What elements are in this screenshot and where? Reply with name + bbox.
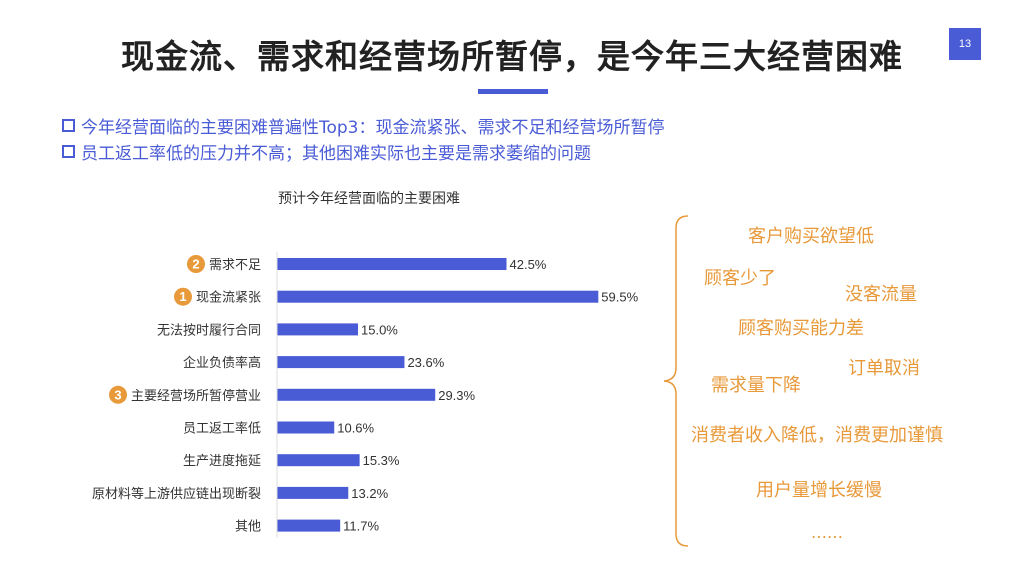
bullet-text: 员工返工率低的压力并不高；其他困难实际也主要是需求萎缩的问题 xyxy=(81,143,591,164)
category-label: 主要经营场所暂停营业 xyxy=(131,388,261,404)
chart-title: 预计今年经营面临的主要困难 xyxy=(278,191,460,207)
title-underline xyxy=(478,89,548,94)
word-cloud-item: 客户购买欲望低 xyxy=(748,226,874,247)
bar xyxy=(277,421,335,434)
category-label: 生产进度拖延 xyxy=(183,453,261,469)
category-label: 其他 xyxy=(235,520,261,535)
rank-badge-circle xyxy=(174,287,192,306)
rank-badge-circle xyxy=(109,385,127,404)
word-cloud-item: 消费者收入降低，消费更加谨慎 xyxy=(691,425,943,446)
bullet-text: 今年经营面临的主要困难普遍性Top3：现金流紧张、需求不足和经营场所暂停 xyxy=(81,117,665,138)
square-bullet-icon xyxy=(62,144,75,158)
bar xyxy=(277,258,507,270)
bar xyxy=(277,486,349,499)
bullet-item: 员工返工率低的压力并不高；其他困难实际也主要是需求萎缩的问题 xyxy=(62,138,665,164)
category-label: 员工返工率低 xyxy=(183,421,261,437)
category-label: 无法按时履行合同 xyxy=(157,323,261,338)
value-label: 59.5% xyxy=(601,290,638,305)
rank-badge-number: 1 xyxy=(179,289,186,304)
bar xyxy=(277,356,405,369)
word-cloud-item: 没客流量 xyxy=(845,284,917,305)
brace-path xyxy=(663,215,689,547)
value-label: 10.6% xyxy=(337,421,374,436)
value-label: 15.0% xyxy=(361,322,398,337)
value-label: 13.2% xyxy=(351,486,388,501)
bar xyxy=(277,454,360,467)
bullet-item: 今年经营面临的主要困难普遍性Top3：现金流紧张、需求不足和经营场所暂停 xyxy=(62,112,665,138)
bullet-list: 今年经营面临的主要困难普遍性Top3：现金流紧张、需求不足和经营场所暂停 员工返… xyxy=(62,112,665,164)
rank-badge-number: 2 xyxy=(192,257,199,272)
word-cloud-item: 用户量增长缓慢 xyxy=(756,480,882,501)
value-label: 42.5% xyxy=(510,257,547,272)
category-label: 需求不足 xyxy=(209,258,261,273)
word-cloud-item: 顾客少了 xyxy=(704,268,776,289)
value-label: 29.3% xyxy=(438,388,475,403)
rank-badge-number: 3 xyxy=(114,387,121,402)
slide-title: 现金流、需求和经营场所暂停，是今年三大经营困难 xyxy=(121,37,903,76)
category-label: 原材料等上游供应链出现断裂 xyxy=(92,486,261,502)
value-label: 11.7% xyxy=(343,519,379,534)
value-label: 15.3% xyxy=(363,453,400,468)
bar xyxy=(277,290,599,303)
category-label: 企业负债率高 xyxy=(183,355,261,371)
page-number-badge: 13 xyxy=(949,28,981,60)
square-bullet-icon xyxy=(62,118,75,132)
word-cloud-item: 顾客购买能力差 xyxy=(738,318,864,339)
bar xyxy=(277,388,436,401)
bar xyxy=(277,323,358,336)
word-cloud-item: 需求量下降 xyxy=(711,375,801,396)
rank-badge-circle xyxy=(187,255,205,273)
bar xyxy=(277,519,341,532)
word-cloud-item: …… xyxy=(811,523,843,542)
word-cloud-item: 订单取消 xyxy=(848,358,920,379)
category-label: 现金流紧张 xyxy=(196,290,261,306)
value-label: 23.6% xyxy=(407,355,444,370)
